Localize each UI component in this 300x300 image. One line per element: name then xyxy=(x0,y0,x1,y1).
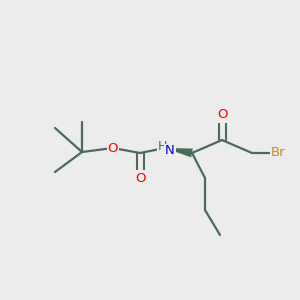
Polygon shape xyxy=(165,148,193,158)
Text: Br: Br xyxy=(271,146,285,160)
Text: O: O xyxy=(217,109,227,122)
Text: O: O xyxy=(135,172,145,184)
Text: O: O xyxy=(108,142,118,154)
Text: N: N xyxy=(165,145,175,158)
Text: H: H xyxy=(157,140,167,152)
